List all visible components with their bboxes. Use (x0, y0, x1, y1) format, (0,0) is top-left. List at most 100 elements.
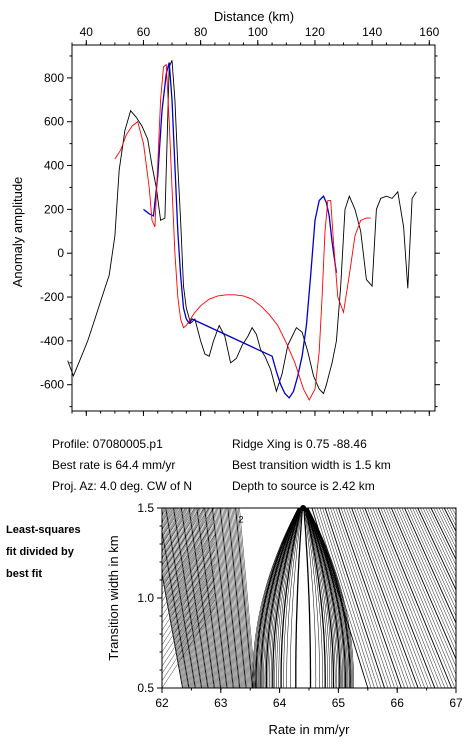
contour-x-tick-label: 66 (391, 696, 405, 710)
contour-flank-line (449, 508, 456, 522)
contour-flank-line (441, 508, 456, 538)
contour-line (258, 508, 349, 688)
contour-flank-line (231, 508, 250, 688)
contour-line (264, 508, 342, 688)
observed-profile-line (67, 60, 417, 395)
contour-line (252, 508, 354, 688)
contour-cross-line (162, 578, 216, 660)
contour-flank-line (191, 508, 217, 688)
contour-cross-line (162, 508, 200, 566)
contour-cross-line (162, 570, 216, 653)
contour-y-tick-label: 1.5 (137, 501, 154, 515)
fit-contour-chart: Rate in mm/yr Transition width in km 62 6… (106, 501, 463, 737)
contour-cross-line (162, 585, 216, 667)
contour-x-ticks: 62 63 64 65 66 67 (155, 688, 463, 710)
contour-y-axis-title: Transition width in km (106, 535, 121, 660)
contour-flank-line (393, 508, 456, 653)
contour-line (286, 508, 320, 688)
profile-y-tick-label: -400 (40, 334, 64, 348)
profile-x-ticks: 40 60 80 100 120 140 160 (71, 25, 440, 416)
contour-cross-line (162, 549, 216, 631)
contour-cross-line (162, 508, 182, 537)
corrected-profile-line (143, 62, 338, 399)
contour-cross-line (162, 534, 216, 617)
contour-flank-line (332, 508, 395, 688)
contour-flank-line (430, 508, 456, 561)
contour-cross-line (162, 508, 167, 516)
contour-cross-line (162, 592, 216, 674)
contour-flank-line (348, 508, 415, 688)
contour-flank-line (169, 508, 199, 688)
contour-flank-line (377, 508, 453, 688)
contour-line (269, 508, 338, 688)
contour-flank-line (451, 508, 456, 516)
contour-flank-line (383, 508, 456, 684)
contour-flank-line (428, 508, 456, 566)
contour-flank-line (175, 508, 204, 688)
profile-x-axis-title: Distance (km) (214, 9, 294, 24)
info-ridge-crossing: Ridge Xing is 0.75 -88.46 (232, 437, 367, 451)
contour-flank-line (330, 508, 392, 688)
contour-flank-line (396, 508, 456, 645)
contour-flank-line (162, 522, 191, 688)
contour-flank-line (195, 508, 220, 688)
contour-line (259, 508, 347, 688)
contour-flank-line (162, 528, 190, 688)
contour-flank-line (194, 508, 219, 688)
contour-flank-line (401, 508, 456, 631)
contour-flank-line (230, 508, 249, 688)
contour-flank-line (433, 508, 456, 555)
contour-cross-line (162, 513, 216, 595)
contour-line (272, 508, 335, 688)
contour-cross-line (162, 508, 205, 573)
contour-flank-line (340, 508, 405, 688)
contour-flank-line (311, 508, 369, 688)
contour-cross-line (162, 606, 216, 688)
contour-flank-line (420, 508, 456, 585)
contour-line (274, 508, 332, 688)
contour-flank-line (362, 508, 432, 688)
contour-flank-line (162, 508, 193, 688)
contour-flank-line (225, 508, 245, 688)
contour-flank-line (385, 508, 456, 676)
profile-x-tick-label: 100 (248, 25, 268, 39)
contour-flank-line (221, 508, 241, 688)
contour-cross-line (162, 508, 172, 523)
contour-flank-line (217, 508, 238, 688)
contour-flank-line (346, 508, 412, 688)
contour-line (260, 508, 346, 688)
contour-x-tick-label: 67 (449, 696, 463, 710)
contour-flank-line (327, 508, 389, 688)
contour-line (256, 508, 350, 688)
contour-flank-line (162, 551, 186, 688)
contour-cross-line (162, 508, 210, 581)
profile-x-tick-label: 160 (419, 25, 439, 39)
contour-flank-line (359, 508, 429, 688)
profile-y-tick-label: 0 (57, 246, 64, 260)
contour-line (276, 508, 330, 688)
contour-flank-line (203, 508, 227, 688)
contour-flank-line (184, 508, 212, 688)
profile-x-tick-label: 140 (362, 25, 382, 39)
contour-flank-line (425, 508, 456, 572)
contour-flank-line (206, 508, 230, 688)
contour-flank-line (314, 508, 372, 688)
contour-flank-line (226, 508, 246, 688)
contour-line (255, 508, 351, 688)
contour-flank-line (322, 508, 382, 688)
contour-flank-line (164, 508, 195, 688)
contour-flank-line (196, 508, 222, 688)
contour-line (290, 508, 317, 688)
contour-flank-line (170, 508, 200, 688)
contour-flank-line (388, 508, 456, 668)
contour-cross-line (162, 527, 216, 609)
contour-flank-line (227, 508, 247, 688)
contour-flank-line (319, 508, 379, 688)
profile-y-tick-label: 600 (44, 115, 64, 129)
contour-flank-line (178, 508, 207, 688)
contour-flank-line (218, 508, 239, 688)
contour-line (267, 508, 339, 688)
model-profile-line (114, 63, 371, 401)
contour-cross-line (162, 508, 214, 588)
profile-y-ticks: -600 -400 -200 0 200 400 600 800 (40, 55, 440, 408)
